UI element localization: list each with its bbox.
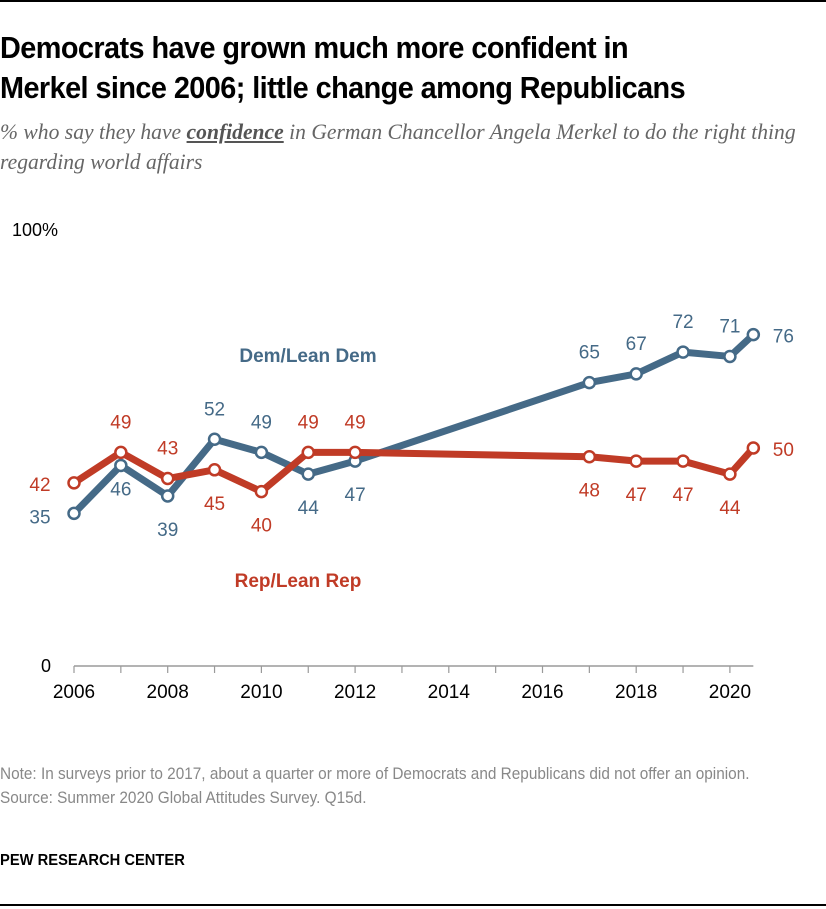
- data-point-dem-lean-dem: [160, 489, 175, 503]
- data-point-rep-lean-rep: [746, 441, 761, 455]
- data-point-rep-lean-rep: [160, 471, 175, 486]
- data-label-rep-lean-rep: 50: [773, 440, 794, 461]
- axis-layer: 2006 2008 2010 2012 2014 2016 2018 2020 0 100%: [12, 220, 754, 703]
- footer-notes: Note: In surveys prior to 2017, about a …: [0, 762, 781, 810]
- data-label-dem-lean-dem: 47: [345, 485, 366, 506]
- data-label-dem-lean-dem: 76: [773, 327, 794, 348]
- data-point-dem-lean-dem: [723, 349, 737, 364]
- data-point-rep-lean-rep: [348, 445, 362, 460]
- data-point-rep-lean-rep: [207, 463, 222, 477]
- data-point-rep-lean-rep: [629, 454, 643, 468]
- data-point-rep-lean-rep: [676, 454, 690, 468]
- data-label-dem-lean-dem: 46: [110, 479, 131, 500]
- data-label-dem-lean-dem: 44: [298, 498, 320, 519]
- data-label-rep-lean-rep: 44: [719, 498, 741, 519]
- x-tick-label: 2008: [147, 682, 189, 703]
- data-label-rep-lean-rep: 49: [345, 412, 366, 433]
- y-tick-label: 0: [41, 656, 51, 676]
- footer-note: Note: In surveys prior to 2017, about a …: [0, 765, 750, 783]
- chart-title: Democrats have grown much more confident…: [0, 28, 763, 108]
- data-label-rep-lean-rep: 45: [204, 494, 225, 515]
- series-label-dem-lean-dem: Dem/Lean Dem: [239, 346, 376, 367]
- y-tick-label: 100%: [12, 220, 58, 240]
- data-point-rep-lean-rep: [301, 445, 315, 460]
- data-label-dem-lean-dem: 35: [29, 507, 50, 528]
- data-label-dem-lean-dem: 67: [626, 334, 647, 355]
- data-label-dem-lean-dem: 52: [204, 399, 225, 420]
- x-tick-label: 2020: [709, 682, 751, 703]
- chart-subtitle: % who say they have confidence in German…: [0, 117, 806, 177]
- data-label-dem-lean-dem: 39: [157, 520, 178, 541]
- data-point-dem-lean-dem: [67, 506, 81, 521]
- data-point-dem-lean-dem: [629, 367, 643, 381]
- x-tick-label: 2012: [334, 682, 376, 703]
- subtitle-emphasis: confidence: [186, 119, 284, 144]
- brand-label: PEW RESEARCH CENTER: [0, 852, 185, 869]
- bottom-rule: [0, 904, 826, 906]
- data-label-dem-lean-dem: 72: [672, 312, 693, 333]
- data-point-rep-lean-rep: [67, 476, 81, 490]
- data-point-dem-lean-dem: [207, 432, 222, 447]
- data-label-rep-lean-rep: 49: [298, 412, 319, 433]
- series-line-rep-lean-rep: [70, 444, 757, 496]
- x-tick-label: 2010: [240, 682, 282, 703]
- footer-source: Source: Summer 2020 Global Attitudes Sur…: [0, 789, 367, 807]
- data-point-rep-lean-rep: [254, 484, 269, 499]
- series-layer: [67, 327, 761, 521]
- title-line-1: Democrats have grown much more confident…: [0, 30, 629, 65]
- x-tick-label: 2006: [53, 682, 95, 703]
- data-point-rep-lean-rep: [114, 445, 128, 460]
- title-line-2: Merkel since 2006; little change among R…: [0, 70, 686, 105]
- subtitle-post: in German Chancellor Angela Merkel to do…: [0, 119, 796, 174]
- top-rule: [0, 0, 826, 2]
- data-label-rep-lean-rep: 43: [157, 439, 178, 460]
- data-label-dem-lean-dem: 71: [719, 316, 740, 337]
- data-point-dem-lean-dem: [114, 458, 128, 473]
- data-point-dem-lean-dem: [301, 467, 315, 481]
- subtitle-pre: % who say they have: [0, 119, 187, 144]
- data-label-dem-lean-dem: 49: [251, 412, 272, 433]
- data-point-dem-lean-dem: [582, 375, 597, 390]
- data-point-dem-lean-dem: [746, 327, 761, 342]
- x-tick-label: 2018: [615, 682, 657, 703]
- x-tick-label: 2014: [428, 682, 471, 703]
- data-point-dem-lean-dem: [676, 345, 690, 359]
- series-label-rep-lean-rep: Rep/Lean Rep: [235, 571, 362, 592]
- data-label-rep-lean-rep: 42: [29, 475, 50, 496]
- x-tick-label: 2016: [521, 682, 563, 703]
- data-label-rep-lean-rep: 49: [110, 412, 131, 433]
- line-chart: 2006 2008 2010 2012 2014 2016 2018 2020 0 100% 35…: [12, 220, 794, 703]
- data-point-rep-lean-rep: [582, 449, 597, 464]
- data-point-rep-lean-rep: [723, 467, 737, 481]
- data-label-rep-lean-rep: 40: [251, 516, 272, 537]
- data-label-dem-lean-dem: 65: [579, 343, 600, 364]
- label-layer: 35 46 39 52 49 44 47 65 67 72 71 76 Dem/Lean Dem 42 49…: [29, 312, 793, 592]
- series-line-dem-lean-dem: [70, 331, 757, 517]
- data-label-rep-lean-rep: 47: [672, 485, 693, 506]
- data-label-rep-lean-rep: 47: [626, 485, 647, 506]
- data-label-rep-lean-rep: 48: [579, 481, 600, 502]
- data-point-dem-lean-dem: [254, 445, 269, 460]
